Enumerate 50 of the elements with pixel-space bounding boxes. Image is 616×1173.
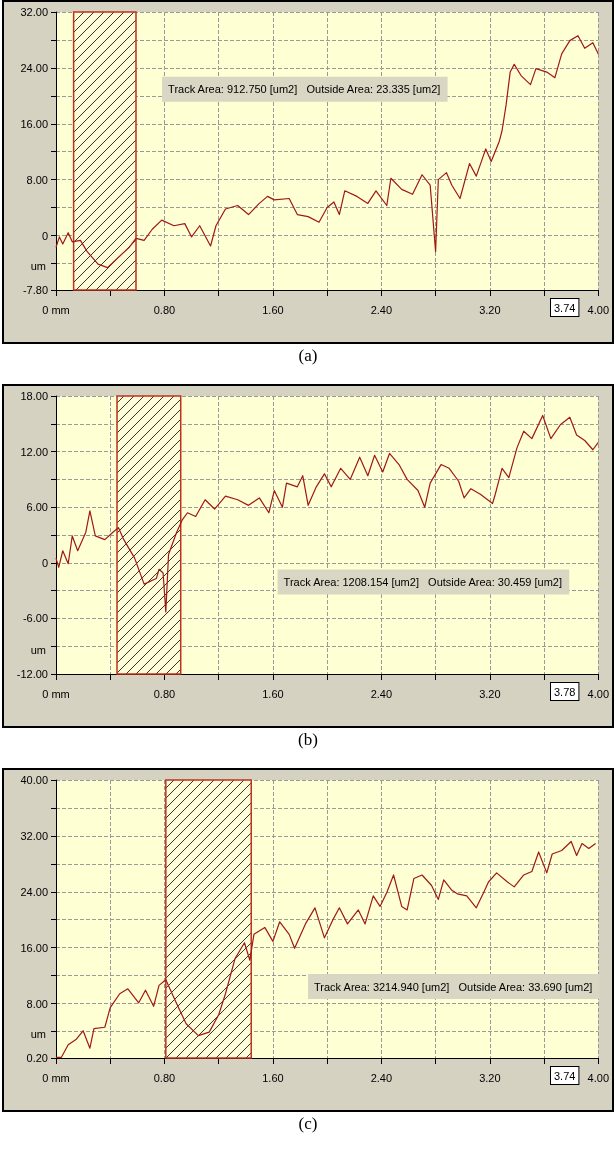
x-tick-label: 3.20 <box>479 1071 501 1084</box>
x-tick-label: 4.00 <box>587 1071 610 1084</box>
x-tick-label: 2.40 <box>370 687 393 700</box>
x-tick-label: 3.20 <box>479 687 501 700</box>
annotation: Track Area: 1208.154 [um2] Outside Area: 30.459 [um2] <box>283 576 563 589</box>
y-tick-label: 8.00 <box>26 173 48 186</box>
x-tick-label: 0.80 <box>153 1071 176 1084</box>
y-tick-label: 32.00 <box>20 6 48 18</box>
y-tick-label: -12.00 <box>16 668 48 680</box>
y-tick-label: 0.20 <box>26 1052 48 1064</box>
x-tick-label: 2.40 <box>370 303 393 316</box>
line-series <box>55 414 599 613</box>
x-tick-label: 4.00 <box>587 303 610 316</box>
y-axis-title: um <box>30 643 46 656</box>
x-tick-label: 1.60 <box>262 687 284 700</box>
annotation: Track Area: 3214.940 [um2] Outside Area: 33.690 [um2] <box>314 980 593 993</box>
text: (a) <box>297 345 319 367</box>
text: 3.74 <box>554 1069 576 1082</box>
text: 3.74 <box>554 301 576 314</box>
y-axis-title: um <box>30 1027 46 1040</box>
x-tick-label: 1.60 <box>262 1071 284 1084</box>
y-tick-label: 6.00 <box>26 501 48 514</box>
x-tick-label: 4.00 <box>587 687 610 700</box>
line-series <box>55 35 599 269</box>
x-tick-label: 2.40 <box>370 1071 393 1084</box>
y-tick-label: 24.00 <box>20 885 48 898</box>
y-tick-label: 16.00 <box>20 941 48 954</box>
y-axis-title: um <box>30 259 46 272</box>
x-tick-label: 0.80 <box>153 303 176 316</box>
x-tick-label: 0 mm <box>42 687 70 700</box>
y-tick-label: 0 <box>41 556 48 569</box>
x-tick-label: 0 mm <box>42 303 70 316</box>
x-tick-label: 0 mm <box>42 1071 70 1084</box>
y-tick-label: 40.00 <box>20 774 48 786</box>
y-tick-label: 24.00 <box>20 61 48 74</box>
x-tick-label: 1.60 <box>262 303 284 316</box>
y-tick-label: 8.00 <box>26 997 48 1010</box>
text: (c) <box>297 1113 319 1135</box>
text: (b) <box>297 729 319 751</box>
text: 3.78 <box>554 685 576 698</box>
x-tick-label: 3.20 <box>479 303 501 316</box>
y-tick-label: -6.00 <box>22 612 48 625</box>
y-tick-label: 12.00 <box>20 445 48 458</box>
y-tick-label: 16.00 <box>20 117 48 130</box>
annotation: Track Area: 912.750 [um2] Outside Area: 23.335 [um2] <box>168 83 441 96</box>
y-tick-label: 0 <box>41 229 48 242</box>
y-tick-label: 32.00 <box>20 829 48 842</box>
x-tick-label: 0.80 <box>153 687 176 700</box>
y-tick-label: -7.80 <box>22 284 48 296</box>
y-tick-label: 18.00 <box>20 390 48 402</box>
